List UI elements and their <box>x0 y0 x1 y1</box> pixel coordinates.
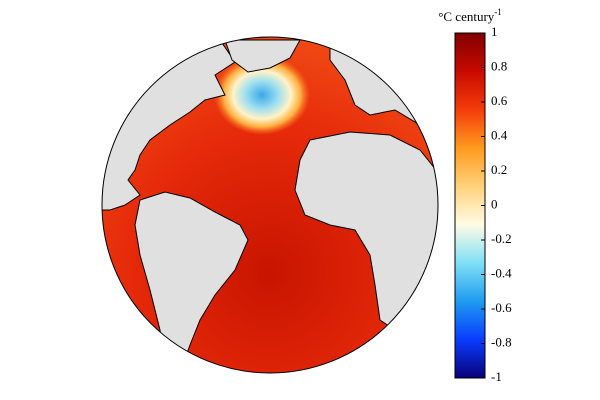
colorbar-tick-label: 0.8 <box>491 58 507 73</box>
colorbar-tick-label: 0 <box>491 196 498 211</box>
south-america <box>134 191 249 373</box>
colorbar-tick-label: 0.2 <box>491 162 507 177</box>
colorbar-tick-label: 1 <box>491 24 498 39</box>
colorbar-tick-label: 0.4 <box>491 127 508 142</box>
colorbar-tick-label: 0.6 <box>491 93 508 108</box>
colorbar <box>454 32 486 379</box>
colorbar-title-superscript: -1 <box>494 7 502 17</box>
colorbar-tick-label: -0.2 <box>491 231 512 246</box>
cold-anomaly <box>214 55 310 135</box>
colorbar-tick-label: -0.4 <box>491 265 512 280</box>
colorbar-tick-label: -0.8 <box>491 334 512 349</box>
colorbar-title: °C century-1 <box>438 7 502 24</box>
colorbar-title-text: °C century <box>438 9 495 24</box>
colorbar-tick-label: -1 <box>491 369 502 384</box>
africa <box>294 131 438 331</box>
colorbar-tick-label: -0.6 <box>491 300 512 315</box>
globe-outline <box>101 36 439 374</box>
